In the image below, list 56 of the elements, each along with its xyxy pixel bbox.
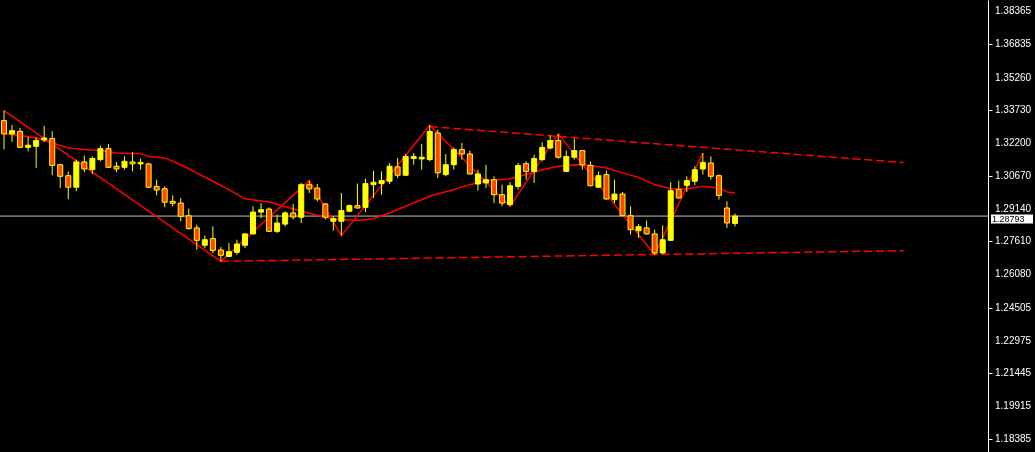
candlestick bbox=[474, 169, 481, 192]
y-tick-label: 1.33730 bbox=[995, 104, 1032, 116]
y-tick-label: 1.22975 bbox=[995, 334, 1032, 346]
candlestick bbox=[250, 205, 257, 236]
candlestick bbox=[274, 214, 281, 234]
candlestick bbox=[482, 164, 489, 189]
candlestick bbox=[217, 246, 224, 262]
candlestick bbox=[579, 149, 586, 171]
candlestick bbox=[491, 175, 497, 204]
y-tick-label: 1.30670 bbox=[995, 169, 1032, 181]
candlestick bbox=[659, 224, 666, 255]
candlestick bbox=[25, 136, 32, 152]
candlestick bbox=[442, 153, 449, 177]
candlestick bbox=[161, 185, 168, 208]
candlestick bbox=[65, 170, 72, 200]
candlestick bbox=[515, 162, 522, 191]
y-tick-label: 1.36835 bbox=[995, 37, 1032, 49]
candlestick bbox=[531, 154, 538, 184]
candlestick bbox=[499, 184, 506, 207]
candlestick bbox=[571, 138, 578, 161]
candlestick bbox=[555, 133, 562, 160]
candlestick bbox=[715, 174, 722, 201]
y-tick-label: 1.32200 bbox=[995, 137, 1032, 149]
candlestick bbox=[33, 136, 40, 169]
candlestick bbox=[539, 141, 546, 162]
candlestick bbox=[9, 124, 16, 143]
candlestick bbox=[691, 165, 698, 186]
candlestick bbox=[651, 229, 658, 256]
candlestick bbox=[185, 208, 192, 231]
candlestick bbox=[699, 152, 706, 176]
y-tick-label: 1.26080 bbox=[995, 268, 1032, 280]
candlestick bbox=[225, 242, 232, 258]
y-tick-label: 1.18385 bbox=[995, 433, 1032, 445]
candlestick bbox=[266, 206, 273, 233]
candlestick bbox=[57, 163, 64, 189]
candlestick bbox=[1, 110, 8, 151]
y-tick-label: 1.27610 bbox=[995, 235, 1032, 247]
y-tick-label: 1.35260 bbox=[995, 71, 1032, 83]
candlestick bbox=[193, 224, 200, 251]
candlestick bbox=[466, 150, 473, 176]
candlestick bbox=[507, 181, 514, 207]
y-tick-label: 1.21445 bbox=[995, 367, 1032, 379]
candlestick bbox=[418, 143, 425, 171]
candlestick bbox=[450, 146, 457, 171]
candlestick bbox=[458, 142, 465, 161]
candlestick bbox=[258, 202, 265, 219]
candlestick bbox=[177, 197, 184, 222]
candlestick bbox=[209, 225, 216, 254]
candlestick bbox=[723, 200, 730, 229]
y-tick-label: 1.19915 bbox=[995, 400, 1032, 412]
y-tick-label: 1.38365 bbox=[995, 5, 1032, 17]
y-tick-label: 1.29140 bbox=[995, 202, 1032, 214]
ref-line-label: 1.28793 bbox=[992, 214, 1025, 225]
y-tick-label: 1.24505 bbox=[995, 301, 1032, 313]
candlestick bbox=[523, 160, 530, 181]
candlestick bbox=[707, 155, 714, 181]
